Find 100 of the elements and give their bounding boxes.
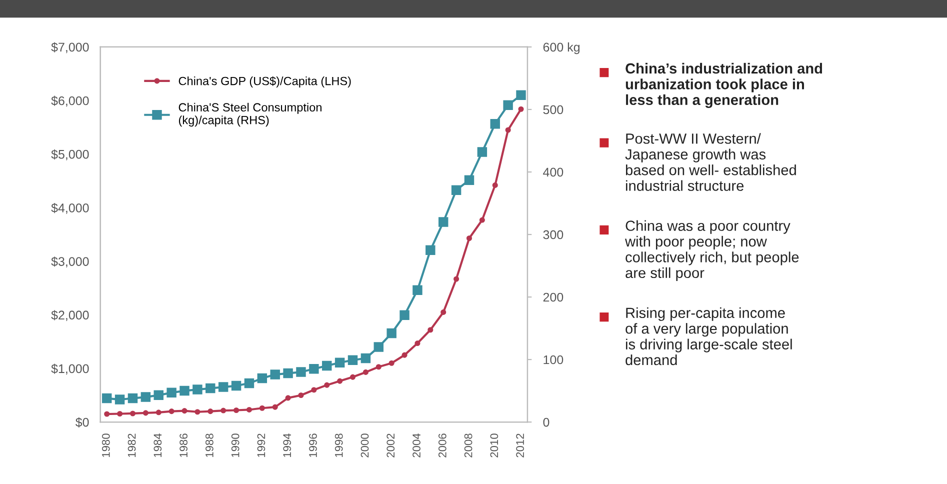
y-tick-label: $7,000: [51, 42, 89, 54]
point: [234, 407, 240, 414]
point: [259, 405, 265, 411]
point: [102, 393, 112, 404]
point: [208, 408, 214, 414]
point: [428, 327, 434, 333]
point: [440, 309, 446, 315]
point: [350, 374, 356, 380]
x-tick-label: 1984: [154, 433, 162, 458]
y-tick-label: $0: [76, 417, 89, 428]
y-tick-label: $2,000: [51, 310, 89, 322]
point: [272, 404, 278, 410]
y2-tick-label: 100: [544, 355, 564, 364]
legend-label: China's GDP (US$)/Capita (LHS): [178, 76, 351, 88]
point: [218, 382, 228, 392]
point: [386, 328, 396, 338]
point: [192, 384, 202, 394]
y-tick-label: $4,000: [51, 202, 89, 214]
point: [180, 386, 190, 396]
point: [376, 364, 382, 370]
point: [360, 353, 371, 364]
point: [283, 368, 293, 378]
point: [154, 390, 164, 400]
point: [296, 367, 306, 377]
y-tick-label: $3,000: [51, 256, 89, 268]
point: [246, 406, 252, 412]
point: [477, 147, 488, 157]
point: [182, 408, 188, 414]
point: [166, 388, 176, 398]
point: [451, 185, 462, 195]
point: [285, 395, 291, 401]
x-tick-label: 2008: [464, 434, 472, 458]
x-tick-label: 1982: [128, 434, 136, 458]
x-tick-label: 1988: [206, 434, 214, 458]
point: [492, 182, 498, 188]
y-tick-label: $5,000: [51, 149, 89, 160]
x-tick-label: 1992: [257, 434, 266, 458]
x-tick-label: 2006: [438, 434, 446, 458]
point: [114, 394, 125, 404]
point: [454, 276, 460, 282]
point: [142, 410, 148, 416]
x-tick-label: 2002: [386, 434, 395, 458]
x-tick-label: 2000: [360, 434, 369, 458]
point: [324, 382, 330, 388]
point: [244, 378, 254, 388]
point: [362, 369, 368, 375]
point: [194, 409, 200, 415]
point: [438, 217, 448, 227]
point: [516, 90, 526, 100]
point: [130, 410, 136, 416]
point: [128, 393, 138, 404]
y2-tick-label: 0: [543, 418, 550, 427]
point: [490, 118, 500, 129]
point: [309, 364, 319, 374]
point: [220, 408, 226, 414]
point: [466, 235, 472, 242]
point: [334, 358, 345, 368]
point: [337, 378, 343, 384]
x-tick-label: 2010: [490, 434, 498, 458]
y2-tick-label: 500: [543, 105, 564, 114]
point: [311, 387, 317, 393]
point: [140, 392, 151, 402]
text: Rising per-capita income of a very large population is driving large-scale steel demand: [626, 307, 792, 366]
x-tick-label: 1994: [283, 433, 292, 458]
point: [156, 410, 162, 416]
point: [426, 245, 436, 255]
point: [117, 410, 123, 417]
point: [412, 285, 422, 295]
text: China’s industrialization and urbanization took place in less than a generation: [626, 62, 822, 108]
point: [464, 175, 474, 185]
legend-label: China'S Steel Consumption (kg)/capita (RHS): [178, 102, 322, 127]
point: [505, 127, 511, 133]
point: [298, 392, 304, 398]
y2-tick-label: 400: [543, 168, 564, 177]
x-tick-label: 1996: [309, 434, 317, 458]
text: China was a poor country with poor people; now collectively rich, but people are still poor: [625, 220, 799, 281]
y2-tick-label: 200: [543, 292, 564, 302]
x-tick-label: 1980: [102, 434, 110, 458]
point: [400, 310, 410, 320]
point: [168, 408, 174, 414]
y-tick-label: $1,000: [51, 364, 89, 375]
point: [518, 106, 524, 112]
x-tick-label: 1998: [334, 434, 343, 458]
point: [388, 360, 394, 366]
x-tick-label: 2012: [516, 434, 524, 458]
text: Post-WW II Western/ Japanese growth was based on well- established industrial structure: [625, 133, 796, 191]
point: [231, 380, 242, 391]
point: [402, 352, 408, 358]
point: [206, 383, 216, 394]
point: [374, 342, 384, 352]
point: [348, 355, 358, 366]
x-tick-label: 1990: [231, 434, 240, 458]
point: [104, 411, 110, 417]
point: [503, 100, 513, 110]
point: [257, 373, 268, 384]
point: [322, 360, 332, 371]
x-tick-label: 2004: [412, 433, 420, 458]
point: [479, 217, 485, 223]
y2-tick-label: 600 kg: [543, 42, 580, 54]
y2-tick-label: 300: [543, 230, 564, 240]
